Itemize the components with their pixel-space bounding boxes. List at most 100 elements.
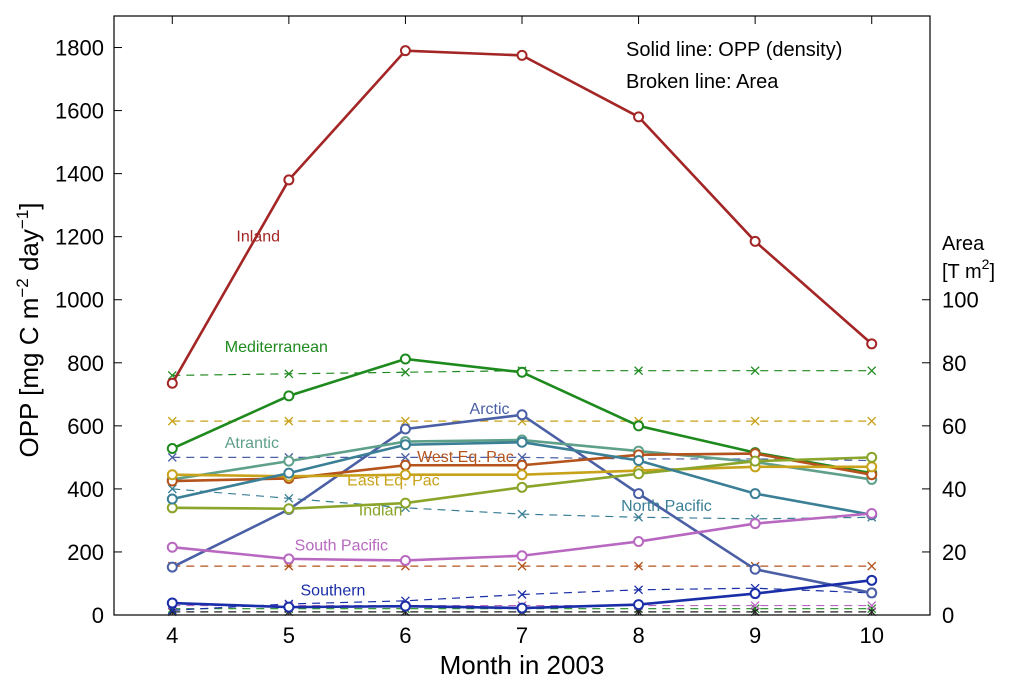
arctic-opp-marker: [633, 488, 645, 500]
west-eq-pac-opp-marker: [516, 459, 528, 471]
x-tick-label: 5: [283, 623, 295, 648]
arctic-label: Arctic: [470, 401, 510, 418]
north-pacific-area-marker: [634, 512, 644, 522]
inland-opp-marker: [749, 235, 761, 247]
y2-tick-label: 100: [942, 288, 979, 313]
south-pacific-label: South Pacific: [295, 537, 388, 554]
y-tick-label: 1000: [55, 288, 104, 313]
south-pacific-area-marker: [750, 601, 760, 611]
extra-1-area-marker: [867, 607, 877, 617]
north-pacific-opp-marker: [516, 436, 528, 448]
north-pacific-label: North Pacific: [621, 498, 712, 515]
north-pacific-area-marker: [167, 484, 177, 494]
y2-axis-label-sup: 2: [982, 256, 990, 272]
y-axis-label-mid: day: [14, 229, 44, 278]
north-pacific-opp-marker: [749, 488, 761, 500]
x-tick-label: 8: [632, 623, 644, 648]
arctic-opp-marker: [166, 561, 178, 573]
extra-1-area-marker: [167, 607, 177, 617]
y-tick-label: 1600: [55, 99, 104, 124]
inland-opp-marker: [166, 377, 178, 389]
west-eq-pac-area-marker: [634, 561, 644, 571]
southern-area-marker: [634, 585, 644, 595]
southern-opp-marker: [166, 597, 178, 609]
south-pacific-opp-marker: [283, 553, 295, 565]
southern-opp-marker: [633, 599, 645, 611]
note-broken: Broken line: Area: [626, 71, 779, 93]
inland-opp-line: [171, 49, 873, 384]
east-eq-pac-opp-marker: [166, 469, 178, 481]
southern-label: Southern: [301, 582, 366, 599]
y-tick-label: 400: [67, 477, 104, 502]
y2-axis-label-line1: Area: [942, 233, 985, 255]
atrantic-opp-marker: [283, 455, 295, 467]
indian-opp-marker: [633, 468, 645, 480]
arctic-opp-marker: [749, 563, 761, 575]
north-pacific-opp-marker: [399, 439, 411, 451]
southern-opp-marker: [516, 602, 528, 614]
y-tick-label: 200: [67, 540, 104, 565]
arctic-area-marker: [167, 452, 177, 462]
x-tick-label: 6: [399, 623, 411, 648]
y-axis-label-sup1: −2: [13, 278, 32, 297]
indian-opp-marker: [166, 502, 178, 514]
indian-opp-marker: [516, 481, 528, 493]
x-tick-label: 4: [166, 623, 178, 648]
y-axis-label-end: ]: [14, 202, 44, 209]
arctic-opp-marker: [516, 409, 528, 421]
inland-opp-marker: [283, 174, 295, 186]
mediterranean-area-marker: [750, 366, 760, 376]
indian-opp-marker: [866, 451, 878, 463]
indian-opp-marker: [749, 455, 761, 467]
west-eq-pac-area-marker: [517, 561, 527, 571]
east-eq-pac-opp-marker: [866, 461, 878, 473]
east-eq-pac-opp-marker: [516, 469, 528, 481]
east-eq-pac-area-marker: [867, 416, 877, 426]
east-eq-pac-area-marker: [167, 416, 177, 426]
south-pacific-opp-marker: [866, 507, 878, 519]
indian-opp-marker: [399, 497, 411, 509]
y-tick-label: 1400: [55, 162, 104, 187]
mediterranean-opp-marker: [633, 420, 645, 432]
north-pacific-opp-marker: [283, 467, 295, 479]
extra-0-area-marker: [867, 604, 877, 614]
arctic-opp-marker: [866, 587, 878, 599]
south-pacific-area-marker: [867, 601, 877, 611]
y2-tick-label: 20: [942, 540, 966, 565]
east-eq-pac-label: East Eq. Pac: [347, 473, 440, 490]
inland-opp-marker: [516, 49, 528, 61]
south-pacific-opp-marker: [166, 541, 178, 553]
south-pacific-opp-marker: [516, 550, 528, 562]
y-tick-label: 1800: [55, 36, 104, 61]
inland-opp-marker: [633, 111, 645, 123]
y2-axis-label-post: ]: [989, 261, 995, 283]
mediterranean-area-marker: [867, 366, 877, 376]
west-eq-pac-area-marker: [867, 561, 877, 571]
north-pacific-opp-marker: [633, 455, 645, 467]
y-axis-label-sup2: −1: [13, 210, 32, 229]
arctic-area-marker: [400, 452, 410, 462]
east-eq-pac-area-marker: [400, 416, 410, 426]
mediterranean-label: Mediterranean: [225, 339, 328, 356]
note-solid: Solid line: OPP (density): [626, 39, 842, 61]
indian-opp-marker: [283, 503, 295, 515]
mediterranean-opp-marker: [283, 390, 295, 402]
inland-opp-marker: [399, 45, 411, 57]
mediterranean-opp-marker: [166, 443, 178, 455]
south-pacific-opp-marker: [399, 554, 411, 566]
y2-axis-label-line2: [T m2]: [942, 256, 995, 283]
extra-1-area-marker: [750, 607, 760, 617]
southern-opp-marker: [399, 600, 411, 612]
south-pacific-opp-marker: [633, 536, 645, 548]
y-tick-label: 0: [92, 603, 104, 628]
plot-frame: [113, 15, 931, 616]
y2-tick-label: 0: [942, 603, 954, 628]
y-axis-label-main: OPP [mg C m: [14, 298, 44, 458]
y2-tick-label: 60: [942, 414, 966, 439]
x-tick-label: 9: [749, 623, 761, 648]
mediterranean-opp-marker: [516, 366, 528, 378]
arctic-opp-marker: [399, 423, 411, 435]
atrantic-label: Atrantic: [225, 435, 279, 452]
mediterranean-area-marker: [284, 369, 294, 379]
